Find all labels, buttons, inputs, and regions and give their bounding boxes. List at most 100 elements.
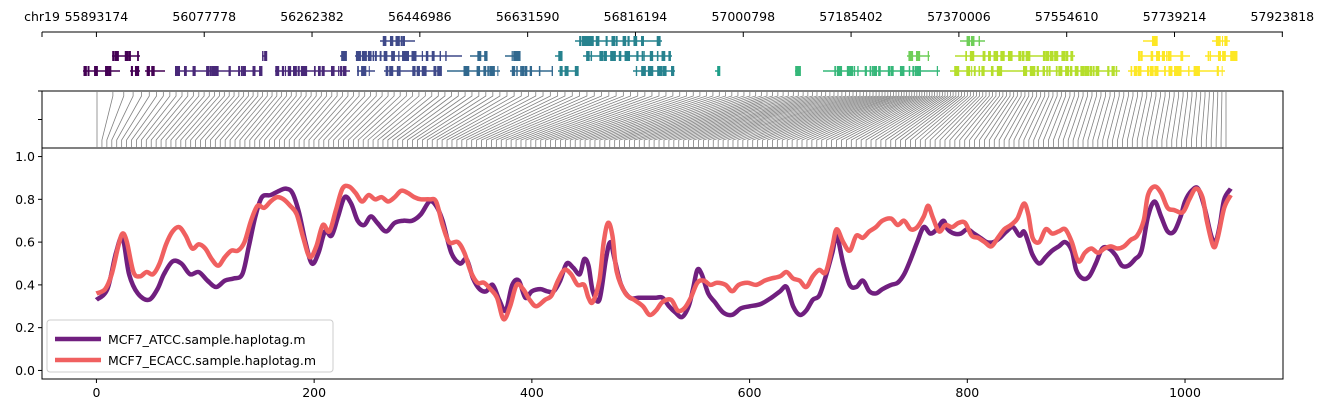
gene-exon [293,66,297,76]
gene-exon [363,51,367,61]
mapping-connector [707,92,850,147]
gene-exon [869,66,872,76]
gene-exon [1054,51,1058,61]
mapping-connector [984,92,1015,147]
gene-exon [525,66,527,76]
mapping-connector [1117,92,1129,147]
gene-exon [1081,66,1085,76]
mapping-connector [836,92,925,147]
gene-annotations [83,36,1238,76]
gene-exon [834,66,836,76]
mapping-connector [535,92,660,147]
gene-exon [864,66,867,76]
mapping-connector [417,92,487,147]
mapping-connector [229,92,268,147]
mapping-connector [865,92,941,147]
mapping-connector [678,92,827,147]
gene-exon [412,51,417,61]
line-chart: 0 200 400 600 800 1000 0.0 0.2 0.4 0.6 0.8 1.0 MCF… [15,147,1284,400]
gene-exon [908,66,911,76]
mapping-connector [752,92,880,147]
mapping-connector [397,92,459,147]
gene-exon [1163,51,1165,61]
gene-exon [382,36,387,46]
gene-exon [342,66,347,76]
gene-exon [1042,51,1046,61]
gene-exon [421,66,424,76]
mapping-connector [1156,92,1166,147]
mapping-connector [515,92,631,147]
mapping-connector [224,92,263,147]
mapping-connector [274,92,312,147]
gene-exon [183,66,187,76]
mapping-connector [693,92,839,147]
gene-exon [1150,51,1154,61]
gene-exon [836,66,839,76]
gene-exon [1161,51,1163,61]
mapping-connector [476,92,573,147]
gene-exon [643,51,645,61]
gene-exon [1221,66,1223,76]
mapping-connector [1048,92,1067,147]
mapping-connector [584,92,727,147]
gene-exon [1061,51,1064,61]
gene-exon [993,51,995,61]
gene-exon [838,66,843,76]
mapping-connector [318,92,360,147]
mapping-connector [915,92,968,147]
mapping-connector [747,92,877,147]
gene-exon [1196,66,1200,76]
gene-exon [115,51,119,61]
gene-exon [1095,66,1099,76]
gene-exon [1111,66,1115,76]
mapping-connector [964,92,1000,147]
y-tick-label: 0.0 [15,363,35,378]
mapping-connector [816,92,915,147]
gene-exon [372,51,374,61]
gene-exon [1133,66,1138,76]
gene-exon [599,51,603,61]
mapping-connector [806,92,910,147]
gene-exon [656,51,659,61]
gene-exon [559,66,563,76]
mapping-connector [377,92,433,147]
y-tick-label: 0.6 [15,235,35,250]
mapping-connector [944,92,987,147]
mapping-connector [269,92,307,147]
gene-exon [643,66,646,76]
mapping-connector [841,92,928,147]
mapping-connector [155,92,194,147]
mapping-connector [683,92,831,147]
gene-exon [1065,51,1069,61]
gene-exon [585,36,588,46]
gene-exon [130,66,133,76]
gene-exon [511,51,513,61]
gene-exon [586,36,589,46]
gene-exon [343,51,347,61]
gene-exon [603,51,607,61]
chrom-label: chr19 [24,9,60,24]
gene-exon [916,66,918,76]
mapping-connector [717,92,857,147]
mapping-connector [491,92,595,147]
gene-exon [287,66,292,76]
genome-track: chr19 55893174 56077778 56262382 56446986 56… [24,9,1314,76]
mapping-connector [1176,92,1184,147]
gene-exon [463,66,466,76]
mapping-connector [988,92,1018,147]
gene-exon [516,66,518,76]
genome-tick-label: 55893174 [65,9,129,24]
mapping-connector [219,92,259,147]
gene-exon [300,66,304,76]
mapping-connector [969,92,1004,147]
gene-exon [242,66,246,76]
gene-exon [521,66,525,76]
mapping-connector [663,92,813,147]
gene-exon [85,66,87,76]
mapping-connector [619,92,768,147]
mapping-connector [421,92,494,147]
mapping-connector [1057,92,1075,147]
x-tick-label: 0 [92,385,100,400]
gene-exon [421,51,424,61]
mapping-panel [38,90,1284,149]
